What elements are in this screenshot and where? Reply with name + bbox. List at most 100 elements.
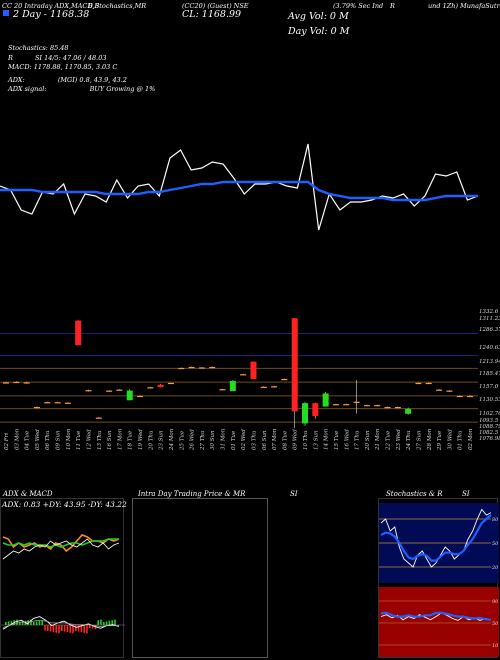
macd-hist-bar [114, 619, 116, 625]
x-axis-label: 11 Tue [76, 430, 82, 450]
macd-signal-line [2, 619, 119, 628]
macd-hist-bar [111, 620, 113, 625]
adx-line-chart [1, 534, 125, 634]
candle-body [250, 361, 257, 380]
x-axis-label: 30 Sun [210, 430, 216, 450]
stoch-value: Stochastics: 85.48 [8, 44, 69, 52]
candle-body [322, 393, 329, 407]
rsi-r-label: R [8, 53, 13, 62]
x-axis-label: 18 Tue [128, 430, 134, 450]
x-axis-label: 19 Wed [138, 429, 144, 450]
intraday-panel-si: SI [290, 490, 298, 498]
price-axis-label: 1240.63 [479, 345, 500, 351]
macd-hist-bar [5, 622, 7, 625]
x-axis-label: 09 Sun [56, 430, 62, 450]
candle-body [126, 390, 133, 401]
close-price-label: CL: 1168.99 [182, 9, 242, 20]
macd-hist-bar [16, 619, 18, 625]
stoch-level-label: 50 [492, 541, 499, 547]
x-axis-label: 20 Sun [365, 430, 371, 451]
stoch-d-line [380, 514, 492, 562]
x-axis-label: 21 Mon [375, 428, 381, 451]
macd-hist-bar [77, 625, 80, 632]
x-axis-label: 06 Sun [262, 430, 268, 450]
macd-hist-bar [89, 625, 91, 628]
price-axis-label: 1076.98 [479, 436, 500, 442]
x-axis-label: 27 Thu [200, 430, 206, 451]
macd-hist-bar [30, 619, 32, 625]
x-axis-label: 02 Fri [4, 433, 10, 450]
candle-body [405, 408, 412, 414]
macd-hist-bar [7, 621, 10, 625]
macd-hist-bar [49, 625, 52, 632]
candle-body [374, 405, 381, 407]
macd-hist-bar [86, 625, 88, 634]
x-axis-label: 29 Tue [437, 430, 443, 451]
candle-body [425, 382, 432, 385]
candle-body [467, 395, 473, 398]
rsi-level-label: 50 [492, 621, 499, 627]
x-axis-label: 16 Wed [344, 429, 350, 450]
candle-body [436, 389, 443, 391]
price-axis-label: 1286.37 [479, 327, 500, 333]
rsi-level-label: 90 [492, 599, 499, 605]
x-axis-label: 23 Wed [396, 429, 402, 451]
intraday-panel [132, 498, 268, 658]
candle-body [178, 367, 185, 370]
macd-hist-bar [66, 625, 69, 633]
candle-body [343, 404, 350, 406]
macd-line [2, 616, 120, 630]
rsi-bg [379, 587, 499, 657]
candle-body [281, 379, 288, 381]
macd-hist-bar [63, 625, 66, 632]
x-axis-label: 30 Wed [447, 429, 453, 450]
x-axis-label: 25 Tue [179, 430, 185, 451]
header-sector-text: (3.79% Sec Ind [333, 2, 384, 10]
candle-body [229, 380, 236, 392]
candle-body [332, 404, 339, 406]
stoch-k-line [380, 508, 492, 568]
candle-body [219, 389, 226, 391]
x-axis-label: 27 Sun [416, 430, 422, 451]
adx-label: ADX: [8, 75, 25, 84]
indicator-block: Stochastics: 85.48 R SI 14/5: 47.06 / 48… [8, 44, 155, 95]
candle-body [95, 417, 102, 419]
header-title-part2: B,Stochastics,MR [88, 2, 147, 10]
candle-body [363, 405, 370, 407]
intraday-panel-title: Intra Day Trading Price & MR [138, 490, 246, 498]
candle-body [85, 390, 92, 392]
candle-body [384, 407, 391, 409]
header-r-text: R [390, 2, 395, 10]
candle-body [260, 386, 267, 388]
macd-hist-bar [91, 625, 94, 629]
rsi-signal-line [380, 611, 492, 621]
macd-hist-bar [72, 625, 74, 634]
price-axis-label: 1332.6 [479, 309, 499, 315]
stoch-rsi-chart: 80 50 20 90 50 10 [379, 503, 499, 657]
x-axis-label: 12 Wed [86, 429, 92, 450]
macd-hist-bar [33, 622, 35, 625]
price-axis-label: 1130.53 [479, 397, 500, 403]
mrsi-strength-line [0, 143, 479, 231]
x-axis-label: 03 Thu [251, 430, 257, 450]
header-symbol-text: (CC20) (Guest) NSE [182, 2, 249, 10]
x-axis-label: 24 Thu [406, 430, 412, 451]
x-axis-label: 09 Wed [293, 429, 299, 450]
candle-body [394, 407, 401, 409]
stoch-level-label: 80 [492, 517, 499, 523]
price-axis-label: 1102.76 [479, 411, 500, 417]
x-axis-label: 31 Mon [221, 428, 227, 450]
candle-body [116, 389, 123, 391]
x-axis-label: 02 Mon [468, 428, 474, 450]
mrsi-value: (MGI) 0.8, 43.9, 43.2 [57, 75, 127, 84]
macd-hist-bar [41, 620, 43, 625]
x-axis-label: 08 Tue [282, 430, 288, 450]
price-axis-label: 1157.0 [479, 384, 499, 390]
header-site-text: und 1Zh) MunafaSutra.com [428, 2, 500, 10]
mrsi-line-chart [0, 143, 479, 231]
candle-body [13, 381, 20, 384]
adx-row: ADX: (MGI) 0.8, 43.9, 43.2 [8, 76, 155, 86]
candle-body [167, 382, 174, 385]
header-title-2: B,Stochastics,MR [88, 2, 146, 10]
